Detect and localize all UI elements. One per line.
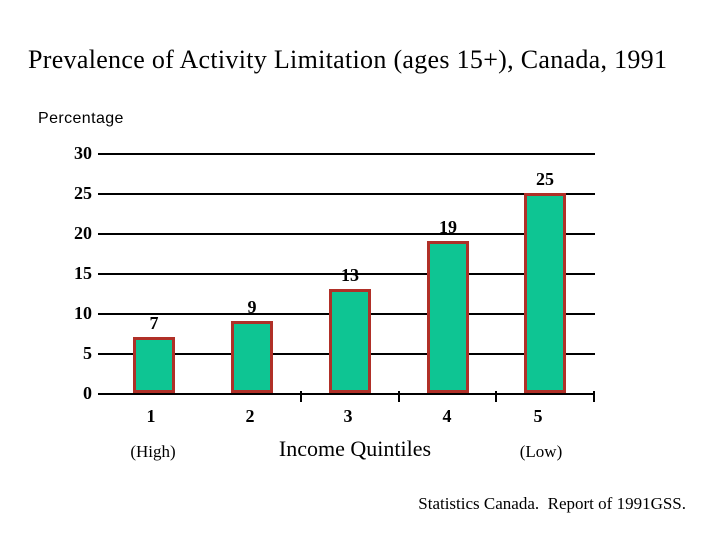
y-tick-label: 15 — [74, 263, 92, 283]
y-tick-label: 10 — [74, 303, 92, 323]
x-category-label: 4 — [442, 406, 452, 426]
x-axis-tick — [398, 391, 400, 402]
gridline — [98, 193, 595, 195]
x-axis-tick — [300, 391, 302, 402]
bar — [427, 241, 469, 393]
bar — [329, 289, 371, 393]
x-axis-tick — [593, 391, 595, 402]
bar-value-label: 7 — [149, 313, 159, 333]
bar-value-label: 19 — [439, 217, 457, 237]
bar-value-label: 25 — [536, 169, 554, 189]
x-annotation-low: (Low) — [519, 442, 563, 461]
bar-chart-plot-area: 0 5 10 15 20 25 30 7 1 9 2 13 3 19 4 25 5 — [74, 143, 595, 426]
x-annotation-high: (High) — [130, 442, 176, 461]
gridline — [98, 273, 595, 275]
source-note: Statistics Canada. Report of 1991GSS. — [418, 494, 686, 513]
x-axis-tick — [495, 391, 497, 402]
y-tick-label: 20 — [74, 223, 92, 243]
y-tick-label: 30 — [74, 143, 92, 163]
x-category-label: 2 — [245, 406, 255, 426]
x-axis-title: Income Quintiles — [278, 436, 432, 461]
bar — [231, 321, 273, 393]
x-category-label: 3 — [343, 406, 353, 426]
y-axis-title: Percentage — [38, 110, 124, 127]
page-title: Prevalence of Activity Limitation (ages … — [28, 45, 668, 74]
bar-value-label: 13 — [341, 265, 359, 285]
gridline — [98, 153, 595, 155]
gridline — [98, 233, 595, 235]
y-tick-label: 25 — [74, 183, 92, 203]
x-category-label: 5 — [533, 406, 543, 426]
x-category-label: 1 — [146, 406, 156, 426]
bar-value-label: 9 — [247, 297, 257, 317]
y-tick-label: 5 — [83, 343, 92, 363]
y-tick-label: 0 — [83, 383, 92, 403]
bar — [524, 193, 566, 393]
bar — [133, 337, 175, 393]
